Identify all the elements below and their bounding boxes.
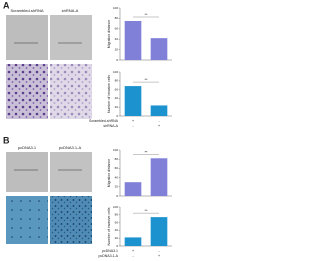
- y-tick-label: 100: [113, 6, 118, 10]
- condition-label: pcDNA3.1: [102, 249, 118, 253]
- bar: [124, 237, 142, 246]
- panel-label: B: [3, 135, 10, 145]
- column-label: Scrambled-shRNA: [10, 8, 43, 13]
- condition-sign: -: [132, 253, 134, 258]
- condition-label: shRNA-A: [103, 124, 118, 128]
- condition-label: Scrambled-shRNA: [89, 119, 119, 123]
- y-axis-label: Number of invasive cells: [107, 207, 111, 245]
- column-label: shRNA-A: [62, 8, 79, 13]
- condition-sign: +: [132, 118, 135, 123]
- bar: [150, 38, 168, 60]
- y-tick-label: 40: [115, 228, 119, 232]
- y-tick-label: 80: [115, 16, 119, 20]
- y-tick-label: 40: [115, 37, 119, 41]
- bar: [150, 105, 168, 116]
- y-tick-label: 60: [115, 166, 119, 170]
- bar: [124, 182, 142, 196]
- condition-label: pcDNA3.1-A: [99, 254, 119, 258]
- y-tick-label: 60: [115, 87, 119, 91]
- bar: [150, 217, 168, 246]
- y-tick-label: 0: [116, 114, 118, 118]
- y-tick-label: 40: [115, 175, 119, 179]
- condition-sign: +: [158, 123, 161, 128]
- micrograph: [50, 196, 92, 244]
- y-tick-label: 80: [115, 157, 119, 161]
- y-axis-label: Migration distance: [107, 20, 111, 48]
- y-tick-label: 0: [116, 244, 118, 248]
- bar: [124, 86, 142, 116]
- micrograph: [6, 15, 48, 60]
- y-tick-label: 20: [115, 185, 119, 189]
- condition-sign: -: [132, 123, 134, 128]
- significance-label: **: [144, 208, 148, 213]
- y-tick-label: 20: [115, 236, 119, 240]
- micrograph: [50, 15, 92, 60]
- micrograph: [6, 64, 48, 119]
- y-tick-label: 20: [115, 105, 119, 109]
- y-axis-label: Number of invasive cells: [107, 75, 111, 113]
- significance-label: **: [144, 77, 148, 82]
- condition-sign: -: [158, 248, 160, 253]
- significance-label: **: [144, 149, 148, 154]
- y-tick-label: 80: [115, 79, 119, 83]
- y-tick-label: 100: [113, 148, 118, 152]
- y-tick-label: 60: [115, 220, 119, 224]
- y-tick-label: 100: [113, 205, 118, 209]
- y-axis-label: Migration distance: [107, 159, 111, 187]
- column-label: pcDNA3.1: [18, 145, 37, 150]
- micrograph: [6, 196, 48, 244]
- bar: [124, 21, 142, 60]
- y-tick-label: 100: [113, 70, 118, 74]
- bar: [150, 158, 168, 196]
- figure: A Scrambled-shRNA shRNA-A B pcDNA3.1 pcD…: [3, 0, 172, 258]
- condition-sign: +: [132, 248, 135, 253]
- y-tick-label: 0: [116, 58, 118, 62]
- panel-label: A: [3, 0, 10, 10]
- column-label: pcDNA3.1-A: [59, 145, 82, 150]
- y-tick-label: 0: [116, 194, 118, 198]
- y-tick-label: 40: [115, 96, 119, 100]
- micrograph: [50, 152, 92, 192]
- y-tick-label: 20: [115, 47, 119, 51]
- significance-label: **: [144, 12, 148, 17]
- micrograph: [50, 64, 92, 119]
- condition-sign: +: [158, 253, 161, 258]
- y-tick-label: 60: [115, 27, 119, 31]
- micrograph: [6, 152, 48, 192]
- y-tick-label: 80: [115, 213, 119, 217]
- condition-sign: -: [158, 118, 160, 123]
